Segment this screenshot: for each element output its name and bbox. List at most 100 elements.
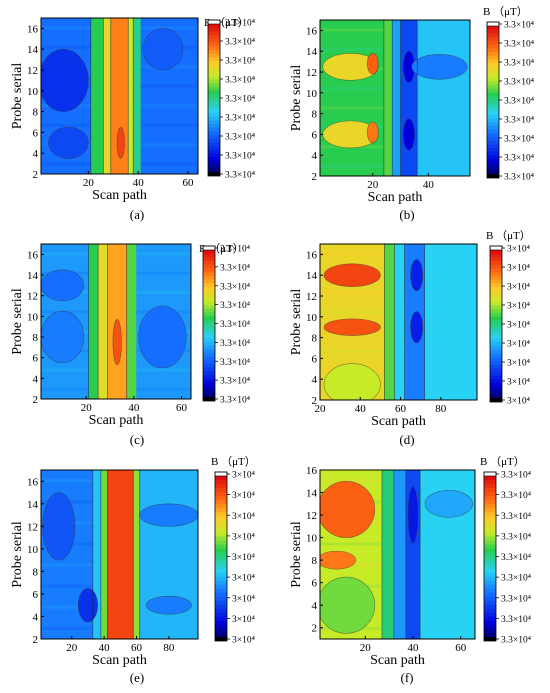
colorbar-tick-label: 3×10⁴ (232, 636, 256, 646)
colorbar-segment (215, 572, 227, 578)
colorbar-segment (215, 544, 227, 550)
colorbar-segment (487, 51, 499, 57)
colorbar-segment (215, 624, 227, 630)
colorbar-segment (484, 536, 496, 541)
colorbar-title: B （μT） (486, 229, 531, 242)
panel-label: (d) (399, 432, 414, 447)
colorbar-segment (208, 142, 220, 147)
colorbar-tick-label: 3.3×10⁴ (220, 377, 251, 387)
colorbar-segment (203, 374, 215, 380)
colorbar-min-cap (203, 397, 215, 401)
colorbar-segment (487, 77, 499, 83)
heatmap-band-4 (424, 244, 477, 400)
colorbar-segment (484, 608, 496, 614)
y-tick-label: 2 (33, 634, 39, 646)
x-tick-label: 40 (408, 642, 420, 654)
colorbar-segment (203, 297, 215, 303)
heatmap-spot-1 (112, 319, 122, 366)
colorbar-segment (484, 564, 496, 570)
colorbar-segment (487, 88, 499, 94)
x-tick-label: 60 (183, 177, 195, 189)
colorbar-segment (208, 38, 220, 44)
colorbar-segment (203, 338, 215, 343)
colorbar-tick-label: 3.3×10⁴ (225, 171, 256, 181)
colorbar-segment (490, 272, 502, 277)
y-tick-label: 2 (312, 395, 318, 407)
colorbar-tick-label: 3×10⁴ (232, 594, 256, 604)
y-tick-label: 8 (33, 332, 39, 344)
colorbar-segment (490, 257, 502, 262)
colorbar-segment (203, 316, 215, 321)
colorbar-max-cap (489, 245, 503, 251)
heatmap-spot-1 (41, 48, 89, 112)
y-tick-label: 2 (33, 394, 39, 406)
colorbar-segment (215, 560, 227, 566)
y-tick-label: 14 (27, 270, 39, 282)
colorbar-segment (203, 290, 215, 295)
x-tick-label: 60 (455, 642, 467, 654)
colorbar-segment (490, 386, 502, 392)
colorbar-segment (487, 148, 499, 153)
colorbar-min-cap (208, 172, 220, 176)
x-tick-label: 20 (315, 403, 327, 415)
colorbar-segment (484, 592, 496, 598)
heatmap-spot-5 (320, 576, 376, 634)
heatmap-area (320, 244, 477, 400)
chart-panel-2: 20 40 2 4 6 8 10 12 14 16 Scan path Probe serial (b)… (289, 5, 535, 222)
colorbar-title: B （μT） (483, 5, 528, 18)
heatmap-band-2 (392, 20, 401, 176)
colorbar-segment (484, 528, 496, 533)
colorbar-tick-label: 3.3×10⁴ (220, 301, 251, 311)
colorbar-segment (484, 552, 496, 558)
colorbar-segment (215, 488, 227, 493)
colorbar-segment (215, 632, 227, 638)
y-axis-label: Probe serial (289, 289, 304, 356)
colorbar-segment (490, 327, 502, 332)
colorbar-segment (203, 294, 215, 299)
colorbar-tick-label: 3.3×10⁴ (501, 636, 532, 646)
colorbar-segment (215, 584, 227, 590)
colorbar-segment (490, 250, 502, 255)
x-axis-label: Scan path (89, 413, 144, 428)
colorbar-segment (490, 331, 502, 336)
colorbar-segment (203, 385, 215, 391)
heatmap-spot-2 (41, 269, 85, 302)
colorbar-tick-label: 3.3×10⁴ (220, 263, 251, 273)
y-tick-label: 16 (27, 23, 39, 35)
y-tick-label: 14 (27, 499, 39, 511)
colorbar-segment (490, 261, 502, 266)
colorbar: B （μT） 3×10⁴ 3×10⁴ 3×10⁴ 3×10⁴ 3×10⁴ 3×10⁴ 3×10… (211, 455, 256, 646)
y-axis-label: Probe serial (10, 63, 25, 130)
colorbar-segment (484, 540, 496, 546)
colorbar-segment (203, 341, 215, 347)
colorbar-segment (490, 279, 502, 284)
y-tick-label: 12 (27, 291, 38, 303)
heatmap-spot-4 (424, 489, 473, 518)
colorbar-segment (203, 275, 215, 280)
colorbar: B （μT） 3×10⁴ 3×10⁴ 3×10⁴ 3×10⁴ 3×10⁴ 3×10⁴ 3×10… (486, 229, 531, 407)
colorbar-segment (490, 338, 502, 344)
colorbar-segment (490, 294, 502, 299)
colorbar-segment (484, 500, 496, 505)
colorbar-segment (490, 298, 502, 303)
y-axis-label: Probe serial (289, 65, 304, 132)
colorbar-segment (208, 49, 220, 55)
colorbar-segment (487, 144, 499, 149)
colorbar-segment (484, 544, 496, 550)
colorbar-segment (484, 576, 496, 582)
panel-label: (f) (401, 670, 414, 685)
x-axis-label: Scan path (92, 188, 147, 203)
y-tick-label: 10 (27, 86, 39, 98)
colorbar-segment (203, 268, 215, 273)
heatmap-band-4 (126, 244, 137, 399)
colorbar-tick-label: 3×10⁴ (507, 340, 531, 350)
colorbar-segment (215, 592, 227, 598)
colorbar-segment (487, 111, 499, 116)
colorbar-tick-label: 3.3×10⁴ (504, 78, 535, 88)
colorbar-segment (487, 44, 499, 49)
colorbar-segment (215, 540, 227, 546)
colorbar-segment (487, 40, 499, 46)
colorbar-segment (484, 560, 496, 566)
colorbar-segment (208, 131, 220, 136)
colorbar-segment (208, 53, 220, 58)
